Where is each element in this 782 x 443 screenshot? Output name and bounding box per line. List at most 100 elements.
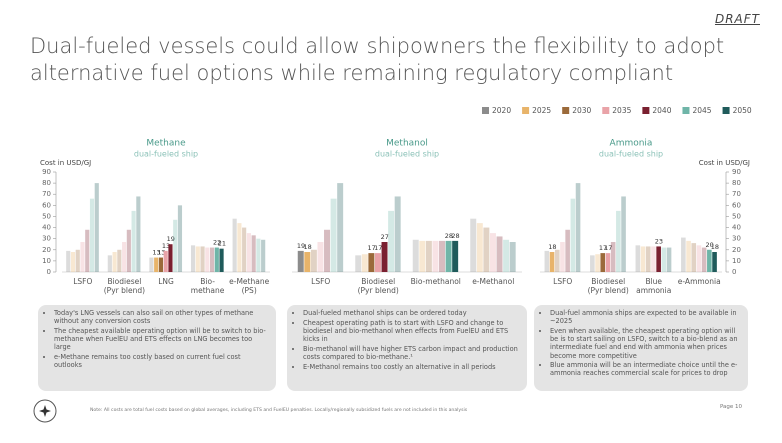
bar xyxy=(651,246,656,272)
bar xyxy=(136,196,141,272)
y-tick-label: 60 xyxy=(42,201,51,209)
bar xyxy=(85,229,90,272)
bar xyxy=(117,249,122,272)
x-tick-label: Biodiesel (Pyr blend) xyxy=(357,277,399,295)
bar xyxy=(656,246,661,272)
legend-swatch xyxy=(522,107,530,114)
bar xyxy=(605,253,611,272)
bullet: e-Methane remains too costly based on cu… xyxy=(54,353,270,369)
value-label: 18 xyxy=(548,243,556,251)
bar xyxy=(452,240,459,272)
value-label: 23 xyxy=(655,237,663,245)
value-label: 20 xyxy=(706,241,714,249)
bar xyxy=(696,245,702,272)
legend-label: 2020 xyxy=(492,106,511,115)
chart-subtitle: dual-fueled ship xyxy=(599,150,663,159)
bar xyxy=(691,243,697,272)
x-tick-label: LSFO xyxy=(311,277,331,286)
bar xyxy=(209,247,215,272)
bar xyxy=(154,257,159,272)
legend-swatch xyxy=(562,107,570,114)
bar xyxy=(445,240,452,272)
x-tick-label: Biodiesel (Pyr blend) xyxy=(587,277,629,295)
bar xyxy=(261,239,266,272)
y-tick-label: 90 xyxy=(42,168,51,176)
bar xyxy=(297,250,304,272)
y-tick-label: 40 xyxy=(42,224,51,232)
bullet: Cheapest operating path is to start with… xyxy=(303,319,521,344)
bullet: Dual-fuel ammonia ships are expected to … xyxy=(550,309,742,325)
y-tick-label: 30 xyxy=(732,235,741,243)
bar xyxy=(707,249,712,272)
chart-subtitle: dual-fueled ship xyxy=(375,150,439,159)
y-tick-label: 30 xyxy=(42,235,51,243)
bar xyxy=(219,248,224,272)
y-tick-label: 20 xyxy=(732,246,741,254)
bar xyxy=(590,255,595,272)
bar xyxy=(686,240,691,272)
value-label: 19 xyxy=(167,235,175,243)
bullet: The cheapest available operating option … xyxy=(54,327,270,352)
bar xyxy=(595,254,600,272)
bar xyxy=(549,252,555,272)
legend-label: 2050 xyxy=(733,106,752,115)
chart-title: Ammonia xyxy=(610,139,653,149)
bar xyxy=(610,242,616,272)
bar xyxy=(600,253,606,272)
bar xyxy=(616,210,621,272)
bar xyxy=(681,237,686,272)
bar xyxy=(80,242,85,272)
value-label: 18 xyxy=(711,243,719,251)
bar xyxy=(205,247,210,272)
bar xyxy=(645,246,651,272)
bar xyxy=(640,246,646,272)
bar xyxy=(661,247,667,272)
legend-label: 2030 xyxy=(572,106,591,115)
draft-label: DRAFT xyxy=(714,12,760,26)
bar xyxy=(251,235,256,272)
bar xyxy=(425,240,432,272)
value-label: 27 xyxy=(381,233,389,241)
x-tick-label: e-Methanol xyxy=(472,277,515,286)
bar xyxy=(476,223,483,272)
legend-swatch xyxy=(722,107,730,114)
bar xyxy=(361,254,368,272)
bar xyxy=(242,227,247,272)
bar xyxy=(503,239,510,272)
bullet: E-Methanol remains too costly an alterna… xyxy=(303,363,521,371)
bar xyxy=(131,210,136,272)
bullet-box: Today's LNG vessels can also sail on oth… xyxy=(38,305,276,391)
bar xyxy=(330,198,337,272)
y-tick-label: 60 xyxy=(732,201,741,209)
bar xyxy=(381,242,388,272)
x-tick-label: Bio-methanol xyxy=(410,277,461,286)
x-tick-label: LSFO xyxy=(73,277,93,286)
bar xyxy=(374,253,381,272)
y-tick-label: 50 xyxy=(732,212,741,220)
bullet: Dual-fueled methanol ships can be ordere… xyxy=(303,309,521,317)
bar xyxy=(214,247,219,272)
bullet: Bio-methanol will have higher ETS carbon… xyxy=(303,345,521,361)
legend-label: 2035 xyxy=(612,106,631,115)
x-tick-label: Biodiesel (Pyr blend) xyxy=(103,277,146,295)
y-tick-label: 20 xyxy=(42,246,51,254)
x-tick-label: e-Ammonia xyxy=(677,277,721,286)
y-tick-label: 70 xyxy=(42,190,51,198)
bar xyxy=(621,196,626,272)
bar xyxy=(149,257,154,272)
value-label: 28 xyxy=(451,232,459,240)
x-tick-label: LNG xyxy=(158,277,174,286)
y-tick-label: 70 xyxy=(732,190,741,198)
bar xyxy=(575,183,581,272)
bar xyxy=(388,210,395,272)
bar xyxy=(246,233,251,272)
value-label: 13 xyxy=(162,242,170,250)
bar xyxy=(570,198,576,272)
y-tick-label: 0 xyxy=(47,268,51,276)
bar xyxy=(635,245,641,272)
legend-swatch xyxy=(682,107,690,114)
bar xyxy=(565,229,570,272)
bar xyxy=(560,242,565,272)
bullet: Blue ammonia will be an intermediate cho… xyxy=(550,361,742,377)
